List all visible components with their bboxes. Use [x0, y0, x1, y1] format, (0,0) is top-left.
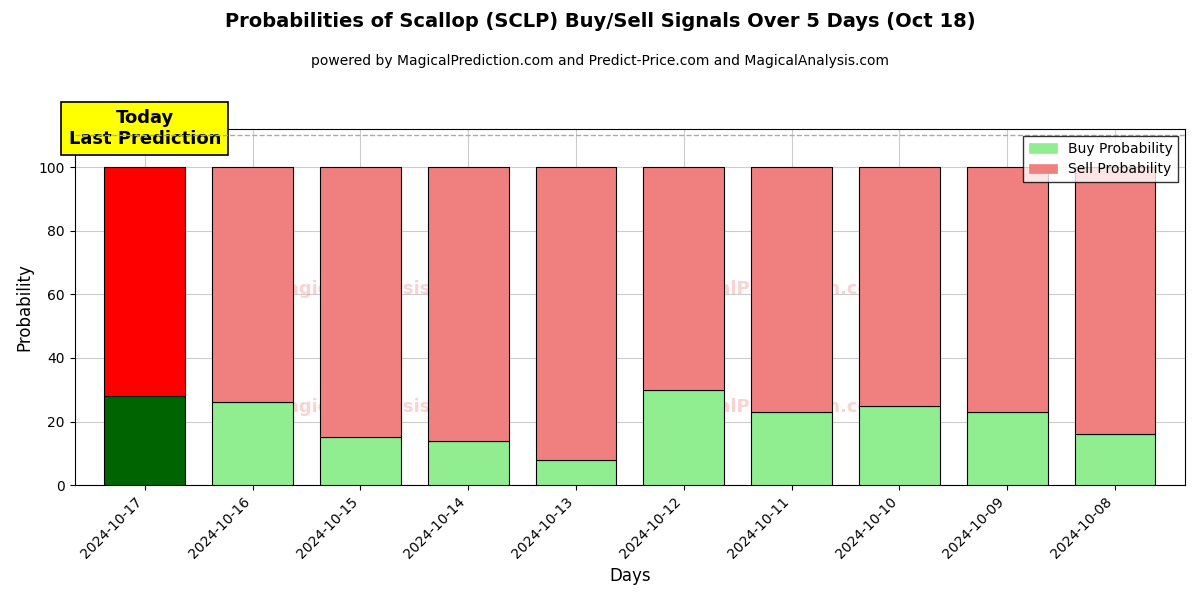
Text: MagicalAnalysis.com: MagicalAnalysis.com — [270, 398, 479, 416]
Text: MagicalPrediction.com: MagicalPrediction.com — [660, 398, 889, 416]
Bar — [212, 167, 293, 403]
Bar — [427, 440, 509, 485]
Bar — [859, 167, 940, 406]
Bar — [212, 403, 293, 485]
Bar — [427, 167, 509, 440]
Bar — [859, 406, 940, 485]
Bar — [751, 412, 832, 485]
Bar — [1074, 167, 1156, 434]
Bar — [535, 460, 617, 485]
X-axis label: Days: Days — [610, 567, 650, 585]
Bar — [643, 390, 724, 485]
Bar — [967, 412, 1048, 485]
Bar — [967, 167, 1048, 412]
Legend: Buy Probability, Sell Probability: Buy Probability, Sell Probability — [1024, 136, 1178, 182]
Y-axis label: Probability: Probability — [16, 263, 34, 351]
Bar — [104, 167, 185, 396]
Text: Today
Last Prediction: Today Last Prediction — [68, 109, 221, 148]
Text: MagicalAnalysis.com: MagicalAnalysis.com — [270, 280, 479, 298]
Bar — [320, 167, 401, 437]
Bar — [643, 167, 724, 390]
Bar — [104, 396, 185, 485]
Bar — [535, 167, 617, 460]
Bar — [1074, 434, 1156, 485]
Text: Probabilities of Scallop (SCLP) Buy/Sell Signals Over 5 Days (Oct 18): Probabilities of Scallop (SCLP) Buy/Sell… — [224, 12, 976, 31]
Bar — [320, 437, 401, 485]
Text: powered by MagicalPrediction.com and Predict-Price.com and MagicalAnalysis.com: powered by MagicalPrediction.com and Pre… — [311, 54, 889, 68]
Text: MagicalPrediction.com: MagicalPrediction.com — [660, 280, 889, 298]
Bar — [751, 167, 832, 412]
